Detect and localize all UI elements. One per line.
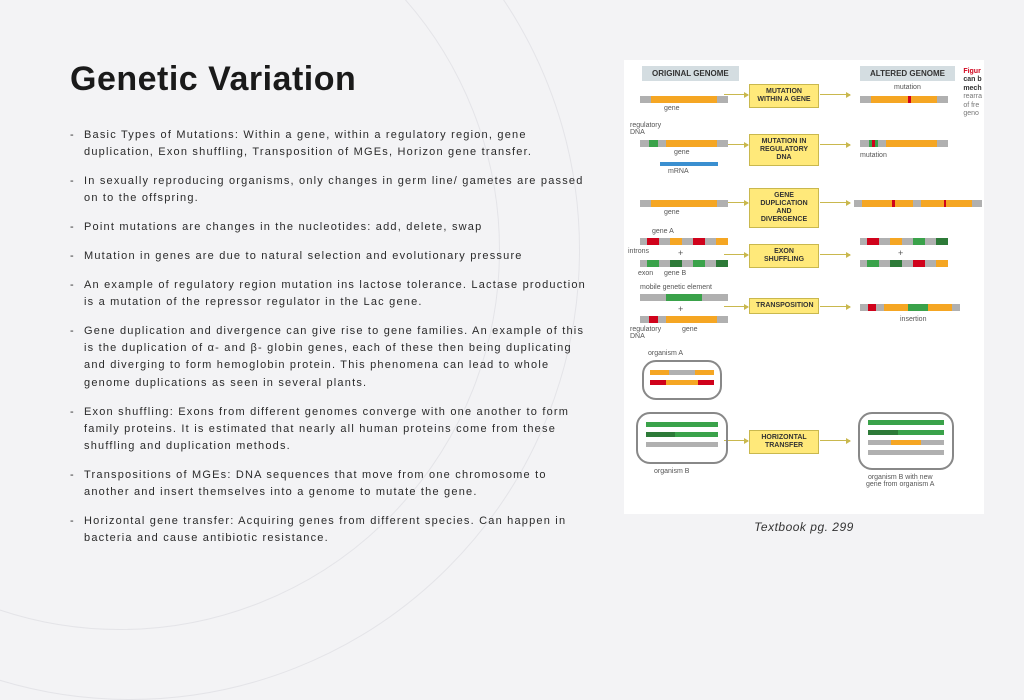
row-label: GENEDUPLICATIONAND DIVERGENCE (749, 188, 819, 228)
list-item: Mutation in genes are due to natural sel… (70, 248, 596, 265)
text-column: Genetic Variation Basic Types of Mutatio… (70, 60, 596, 546)
list-item: Basic Types of Mutations: Within a gene,… (70, 127, 596, 161)
row-label: TRANSPOSITION (749, 298, 819, 314)
list-item: Point mutations are changes in the nucle… (70, 219, 596, 236)
slide: Genetic Variation Basic Types of Mutatio… (0, 0, 1024, 576)
page-title: Genetic Variation (70, 60, 596, 99)
row-label: HORIZONTALTRANSFER (749, 430, 819, 454)
bullet-list: Basic Types of Mutations: Within a gene,… (70, 127, 596, 547)
col-header-original: ORIGINAL GENOME (642, 66, 739, 81)
figure-column: ORIGINAL GENOME ALTERED GENOME Figur can… (624, 60, 984, 546)
list-item: Exon shuffling: Exons from different gen… (70, 404, 596, 455)
side-caption: Figur can b mech rearra of fre geno (963, 68, 982, 118)
row-label: MUTATION INREGULATORY DNA (749, 134, 819, 166)
list-item: Gene duplication and divergence can give… (70, 323, 596, 391)
genome-diagram: ORIGINAL GENOME ALTERED GENOME Figur can… (624, 60, 984, 514)
list-item: An example of regulatory region mutation… (70, 277, 596, 311)
col-header-altered: ALTERED GENOME (860, 66, 955, 81)
list-item: In sexually reproducing organisms, only … (70, 173, 596, 207)
row-label: MUTATIONWITHIN A GENE (749, 84, 819, 108)
row-label: EXONSHUFFLING (749, 244, 819, 268)
figure-caption: Textbook pg. 299 (754, 520, 854, 534)
list-item: Transpositions of MGEs: DNA sequences th… (70, 467, 596, 501)
list-item: Horizontal gene transfer: Acquiring gene… (70, 513, 596, 547)
